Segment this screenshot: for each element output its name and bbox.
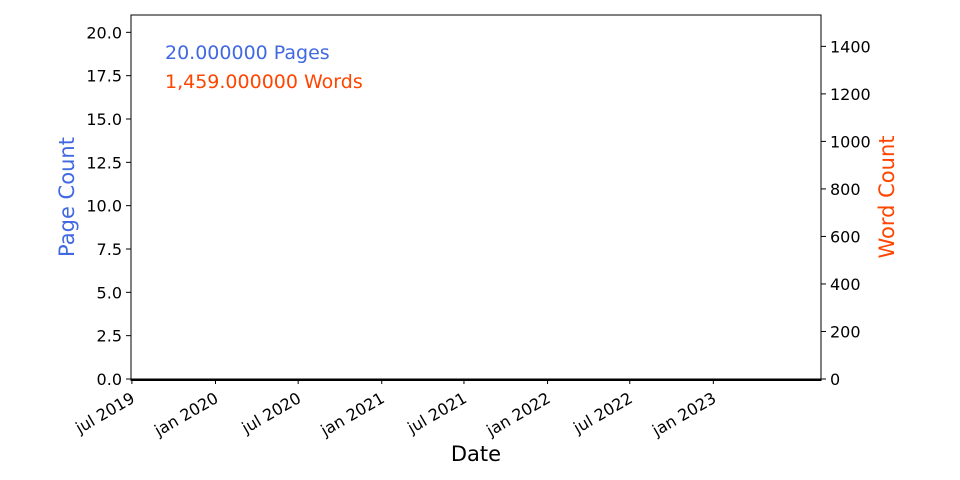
- y-left-tick-label: 7.5: [97, 240, 122, 259]
- y-left-tick-label: 20.0: [86, 23, 122, 42]
- page-count-annotation: 20.000000 Pages: [165, 42, 330, 64]
- y-left-tick-label: 12.5: [86, 153, 122, 172]
- y-left-tick-label: 2.5: [97, 327, 122, 346]
- y-right-axis-title: Word Count: [875, 135, 899, 258]
- x-tick-label: jan 2021: [317, 388, 388, 440]
- x-tick-label: jul 2021: [403, 388, 470, 437]
- y-right-tick-label: 600: [830, 227, 861, 246]
- y-left-tick-label: 15.0: [86, 110, 122, 129]
- x-tick-label: jan 2022: [482, 388, 553, 440]
- y-right-tick-label: 1400: [830, 37, 871, 56]
- x-tick-label: jan 2023: [648, 388, 719, 440]
- y-right-tick-label: 400: [830, 275, 861, 294]
- y-left-tick-label: 0.0: [97, 370, 122, 389]
- x-tick-label: jul 2022: [569, 388, 636, 437]
- y-left-tick-label: 17.5: [86, 67, 122, 86]
- x-tick-label: jul 2019: [71, 388, 138, 437]
- y-right-tick-label: 0: [830, 370, 840, 389]
- y-right-tick-label: 1000: [830, 132, 871, 151]
- word-count-annotation: 1,459.000000 Words: [165, 71, 363, 93]
- y-left-axis-ticks: 0.0 2.5 5.0 7.5 10.0 12.5 15.0 17.5 20.0: [86, 23, 131, 389]
- y-right-axis-ticks: 0 200 400 600 800 1000 1200 1400: [821, 37, 871, 389]
- y-left-axis-title: Page Count: [55, 137, 79, 257]
- x-tick-label: jul 2020: [238, 388, 305, 437]
- x-axis-title: Date: [451, 442, 501, 466]
- y-right-tick-label: 200: [830, 322, 861, 341]
- y-right-tick-label: 1200: [830, 85, 871, 104]
- y-right-tick-label: 800: [830, 180, 861, 199]
- y-left-tick-label: 5.0: [97, 283, 122, 302]
- x-tick-label: jan 2020: [150, 388, 221, 440]
- x-axis-ticks: jul 2019 jan 2020 jul 2020 jan 2021 jul 2021…: [71, 379, 719, 440]
- y-left-tick-label: 10.0: [86, 197, 122, 216]
- plot-area-frame: [131, 15, 821, 379]
